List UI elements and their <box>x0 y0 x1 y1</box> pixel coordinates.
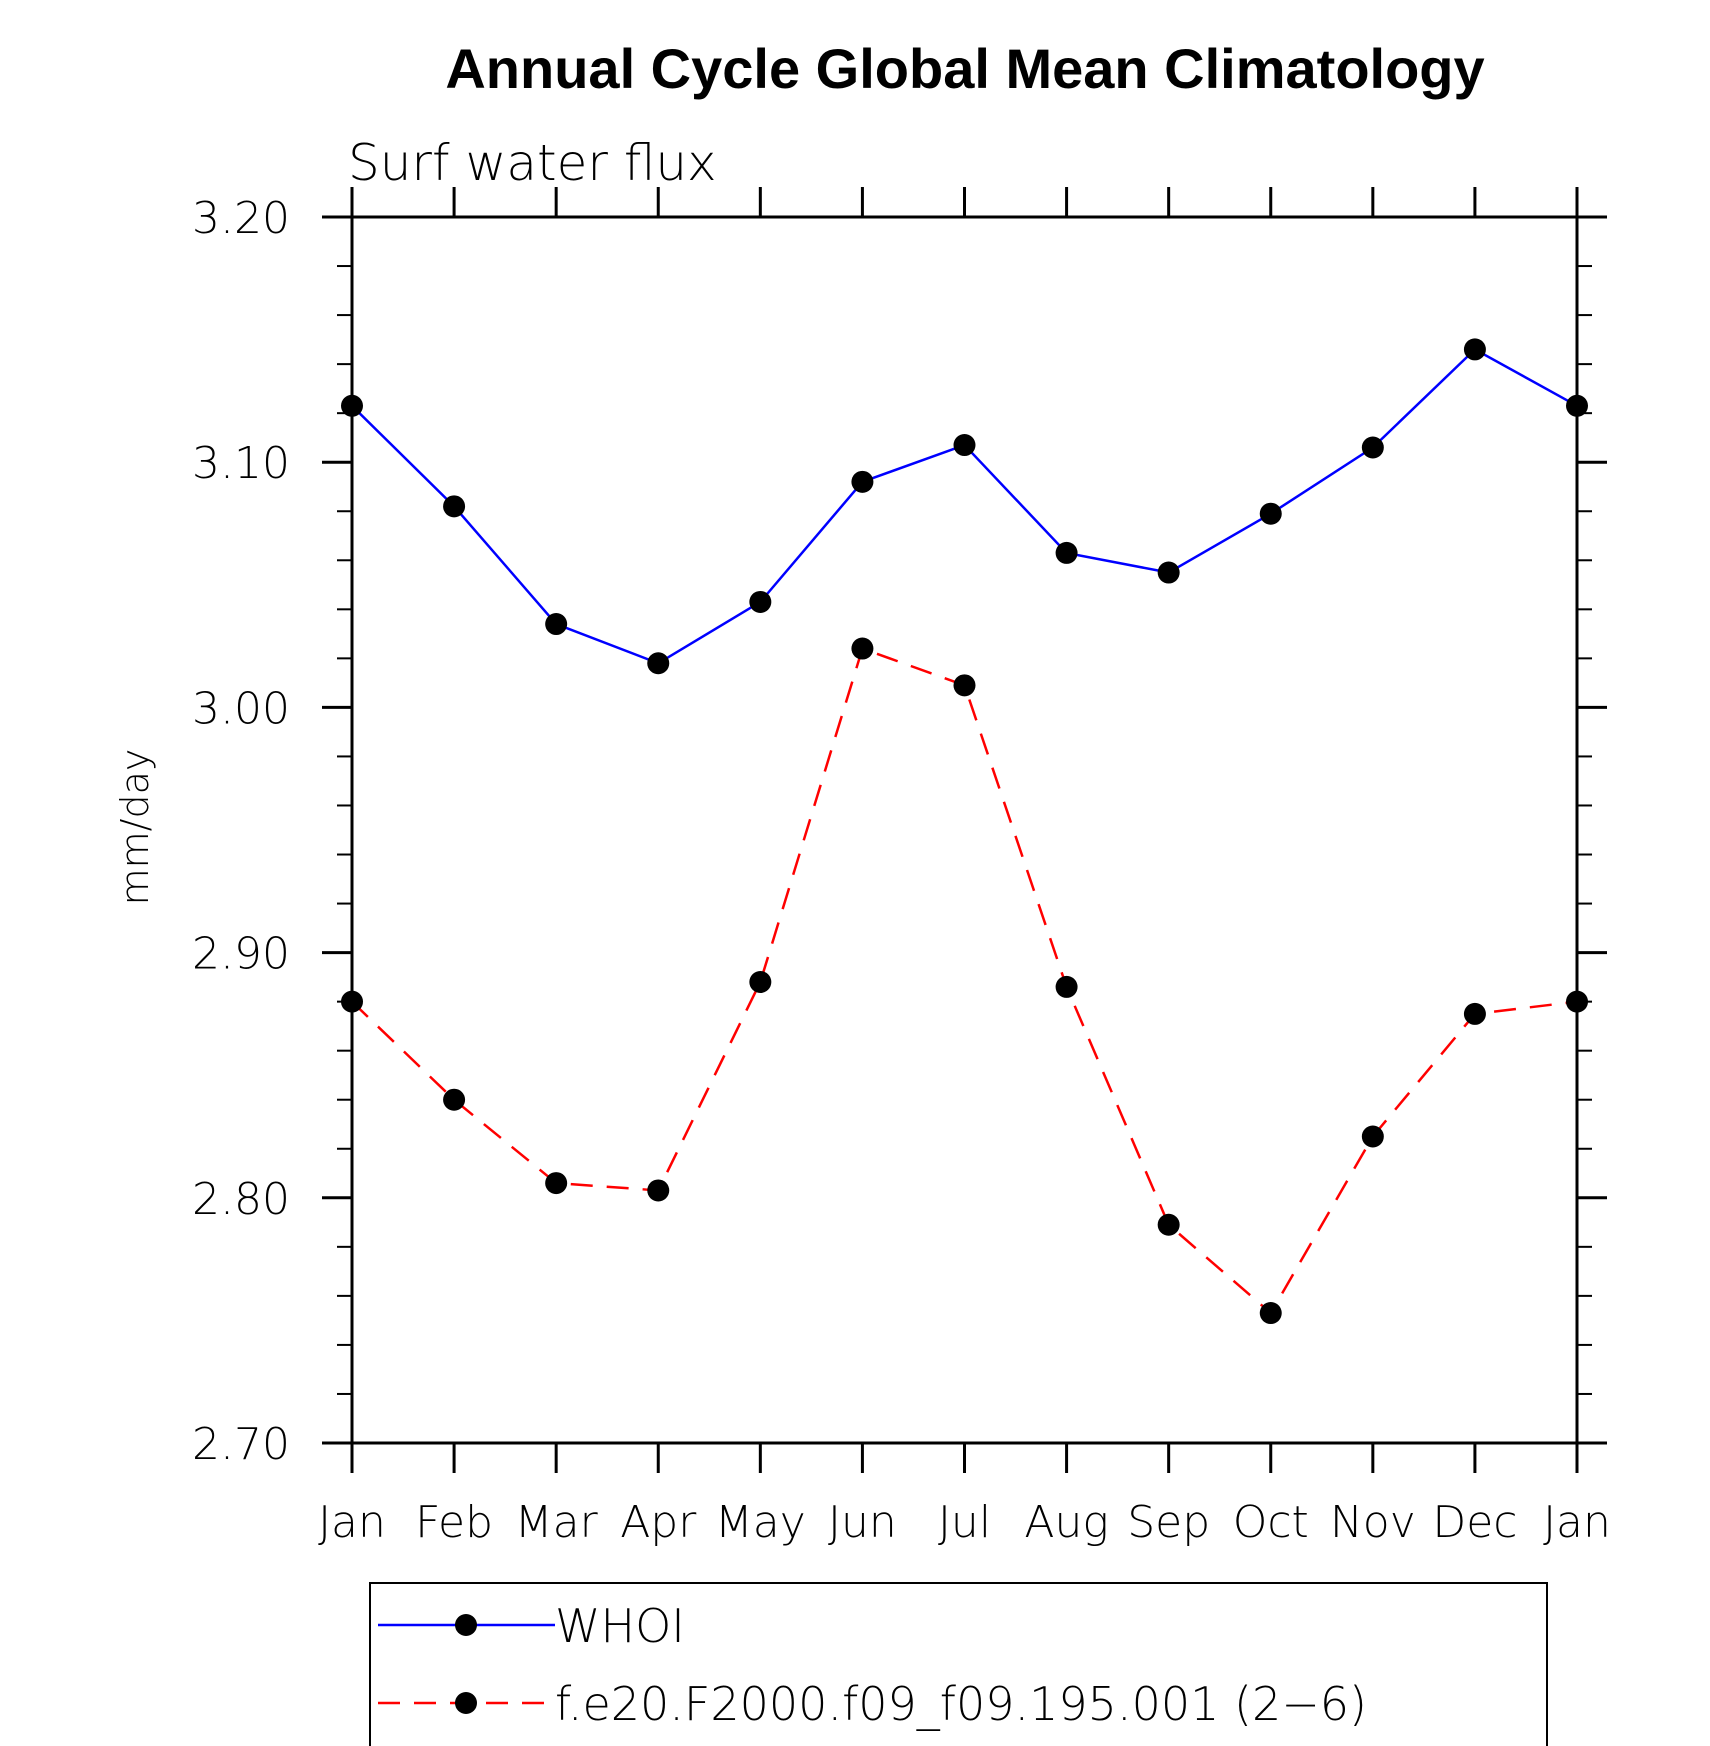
x-tick-label: Jun <box>828 1497 897 1548</box>
x-tick-label: May <box>715 1497 806 1548</box>
series-1-point <box>647 1179 670 1202</box>
series-1-point <box>851 637 874 660</box>
x-tick-label: Aug <box>1024 1497 1108 1548</box>
series-0-point <box>1361 436 1384 459</box>
y-tick-label: 2.90 <box>192 929 290 980</box>
series-0-point <box>851 470 874 493</box>
plot-frame <box>350 215 1579 1445</box>
x-tick-label: Jan <box>1543 1497 1611 1548</box>
series-1-point <box>953 674 976 697</box>
series-0-point <box>545 613 568 636</box>
x-tick-label: Apr <box>620 1497 697 1548</box>
legend-label-whoi: WHOI <box>555 1599 685 1653</box>
series-1-point <box>1157 1213 1180 1236</box>
series-1-point <box>749 971 772 994</box>
series-0-point <box>1463 338 1486 361</box>
chart-subtitle: Surf water flux <box>348 134 717 192</box>
series-0-point <box>749 590 772 613</box>
series-0-point <box>1157 561 1180 584</box>
series-1-point <box>1566 990 1588 1013</box>
series-0-point <box>341 394 363 417</box>
x-tick-label: Dec <box>1432 1497 1517 1548</box>
x-tick-label: Jan <box>318 1497 386 1548</box>
series-0-point <box>443 495 466 518</box>
series-1-point <box>1463 1002 1486 1025</box>
series-0-point <box>953 434 976 457</box>
chart-title: Annual Cycle Global Mean Climatology <box>445 37 1484 100</box>
legend-box <box>369 1582 1548 1746</box>
series-line-0 <box>351 347 1578 665</box>
legend-marker-whoi <box>455 1614 477 1636</box>
y-tick-label: 3.10 <box>192 438 290 489</box>
series-0-point <box>647 652 670 675</box>
series-0-point <box>1259 502 1282 525</box>
x-tick-label: Sep <box>1127 1497 1210 1548</box>
y-axis-label: mm/day <box>113 749 157 906</box>
series-1-point <box>443 1088 466 1111</box>
x-tick-label: Nov <box>1330 1497 1416 1548</box>
y-tick-label: 2.70 <box>192 1419 290 1470</box>
series-0-point <box>1055 541 1078 564</box>
series-1-point <box>1361 1125 1384 1148</box>
y-tick-label: 2.80 <box>192 1174 290 1225</box>
x-tick-label: Feb <box>415 1497 493 1548</box>
y-tick-label: 3.00 <box>192 683 290 734</box>
x-tick-label: Jul <box>938 1497 991 1548</box>
x-tick-label: Mar <box>515 1497 599 1548</box>
series-0-point <box>1566 394 1588 417</box>
x-tick-label: Oct <box>1233 1497 1309 1548</box>
y-tick-label: 3.20 <box>192 193 290 244</box>
legend-label-model: f.e20.F2000.f09_f09.195.001 (2−6) <box>555 1677 1367 1731</box>
series-1-point <box>1259 1302 1282 1325</box>
series-1-point <box>1055 975 1078 998</box>
series-1-point <box>545 1172 568 1195</box>
series-layer <box>341 338 1588 1325</box>
plot-axes: Jan Feb Mar Apr May Jun Jul Aug Sep Oct Nov Dec Jan 2… <box>192 187 1611 1548</box>
legend: WHOI f.e20.F2000.f09_f09.195.001 (2−6) <box>369 1582 1548 1746</box>
legend-marker-model <box>455 1692 477 1714</box>
series-line-1 <box>351 646 1578 1315</box>
series-1-point <box>341 990 363 1013</box>
